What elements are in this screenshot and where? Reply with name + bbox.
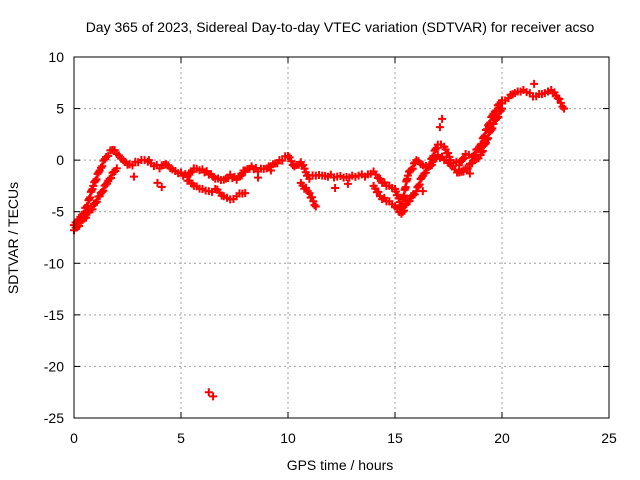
data-point [498, 104, 506, 113]
data-point [418, 187, 427, 196]
data-point-fill [480, 140, 489, 149]
x-tick-label: 20 [494, 430, 510, 446]
data-point [459, 166, 468, 175]
data-point-fill [444, 148, 453, 157]
tick-labels-layer: 0 5 10 15 20 25 -25 -20 -15 -10 -5 0 5 10 [44, 49, 617, 446]
data-point-fill [399, 206, 408, 215]
data-point [438, 114, 447, 123]
data-point-fill [477, 148, 486, 157]
data-point [266, 166, 275, 175]
data-point-fill [555, 95, 564, 104]
data-point-fill [374, 187, 383, 196]
data-point [305, 189, 314, 198]
data-point-fill [92, 175, 101, 184]
data-point-fill [398, 207, 407, 216]
data-point-fill [459, 155, 468, 164]
data-point [284, 152, 292, 161]
y-tick-label: 10 [48, 49, 64, 65]
y-tick-label: -10 [44, 255, 64, 271]
data-point-fill [405, 197, 414, 206]
data-point [153, 178, 162, 187]
data-point-fill [92, 197, 101, 206]
data-point [489, 120, 498, 129]
data-point-fill [460, 154, 469, 163]
data-point [376, 174, 385, 183]
plot-frame [73, 56, 610, 419]
data-point-fill [478, 147, 487, 156]
data-point-fill [414, 181, 423, 190]
y-tick-label: -5 [52, 204, 65, 220]
y-tick-label: -25 [44, 410, 64, 426]
y-tick-label: 0 [56, 152, 64, 168]
data-point-fill [99, 186, 108, 195]
data-point-fill [421, 168, 430, 177]
data-point-fill [427, 161, 436, 170]
chart-title: Day 365 of 2023, Sidereal Day-to-day VTE… [86, 19, 595, 35]
data-point [157, 182, 166, 191]
data-point-fill [104, 151, 113, 160]
data-point [435, 123, 444, 132]
data-point-fill [91, 176, 100, 185]
data-point-fill [463, 164, 472, 173]
data-point-fill [488, 124, 497, 133]
y-tick-label: -20 [44, 358, 64, 374]
data-point [311, 202, 320, 211]
data-point [343, 179, 352, 188]
x-tick-label: 0 [70, 430, 78, 446]
data-point [112, 164, 121, 173]
points-layer [70, 79, 569, 401]
data-point-fill [91, 198, 100, 207]
data-point-fill [431, 145, 440, 154]
x-axis-label: GPS time / hours [287, 457, 394, 473]
data-point [204, 388, 213, 397]
data-point-fill [493, 114, 502, 123]
data-point-fill [75, 221, 84, 230]
data-point [483, 135, 492, 144]
data-point-fill [407, 165, 416, 174]
y-axis-label: SDTVAR / TECUs [5, 182, 21, 294]
data-point [241, 189, 250, 198]
x-tick-label: 10 [280, 430, 296, 446]
data-point [465, 169, 474, 178]
data-point-fill [98, 162, 107, 171]
data-point [254, 173, 263, 182]
data-point [89, 181, 98, 190]
x-tick-label: 5 [177, 430, 185, 446]
data-point-fill [484, 134, 493, 143]
series-1 [70, 104, 506, 235]
data-point-fill [107, 173, 116, 182]
x-tick-label: 25 [601, 430, 617, 446]
data-point [144, 156, 153, 165]
data-point-fill [494, 113, 503, 122]
data-point-fill [415, 180, 424, 189]
ticks-layer [73, 56, 610, 419]
data-point-fill [309, 197, 318, 206]
data-point-fill [237, 171, 246, 180]
data-point-fill [278, 156, 287, 165]
x-tick-label: 15 [387, 430, 403, 446]
data-point-fill [96, 163, 105, 172]
y-tick-label: 5 [56, 101, 64, 117]
data-point-fill [285, 153, 294, 162]
data-point-fill [487, 125, 496, 134]
data-point-fill [287, 157, 296, 166]
series-2 [129, 79, 539, 401]
data-point [530, 79, 539, 88]
data-point [403, 171, 412, 180]
data-point [455, 161, 464, 170]
data-point-fill [307, 193, 316, 202]
data-point [129, 172, 138, 181]
data-point-fill [408, 164, 417, 173]
data-point-fill [310, 201, 319, 210]
y-tick-label: -15 [44, 307, 64, 323]
data-point [331, 183, 340, 192]
data-point-fill [556, 98, 565, 107]
data-point-fill [88, 205, 97, 214]
data-point-fill [81, 213, 90, 222]
data-point-fill [98, 187, 107, 196]
data-point [209, 392, 218, 401]
data-point [560, 104, 569, 113]
